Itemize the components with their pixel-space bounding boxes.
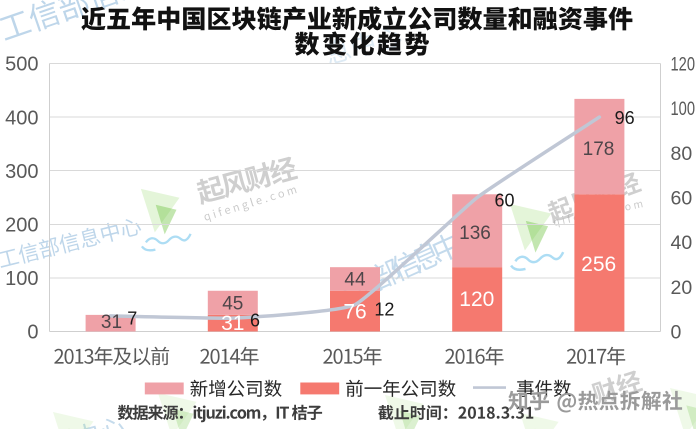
svg-text:300: 300 [5, 161, 38, 183]
svg-text:12: 12 [374, 299, 394, 319]
svg-text:100: 100 [671, 98, 696, 120]
svg-text:400: 400 [5, 107, 38, 129]
svg-text:44: 44 [344, 269, 366, 290]
svg-text:136: 136 [459, 223, 491, 244]
svg-text:200: 200 [5, 215, 38, 237]
svg-text:100: 100 [5, 268, 38, 290]
svg-text:120: 120 [459, 288, 494, 311]
svg-text:40: 40 [671, 232, 693, 254]
svg-text:60: 60 [671, 188, 693, 210]
svg-text:31: 31 [101, 312, 122, 333]
svg-text:45: 45 [222, 293, 243, 314]
svg-text:0: 0 [671, 322, 682, 344]
svg-text:178: 178 [583, 139, 615, 160]
svg-text:60: 60 [494, 190, 514, 210]
svg-text:80: 80 [671, 143, 693, 165]
svg-text:500: 500 [5, 54, 38, 76]
svg-text:20: 20 [671, 277, 693, 299]
svg-text:120: 120 [671, 54, 696, 76]
svg-text:0: 0 [27, 322, 38, 344]
svg-text:76: 76 [343, 301, 366, 324]
svg-text:31: 31 [221, 312, 244, 335]
svg-text:96: 96 [615, 108, 635, 128]
svg-text:6: 6 [250, 311, 260, 331]
svg-text:7: 7 [127, 309, 137, 329]
svg-text:256: 256 [581, 253, 616, 276]
